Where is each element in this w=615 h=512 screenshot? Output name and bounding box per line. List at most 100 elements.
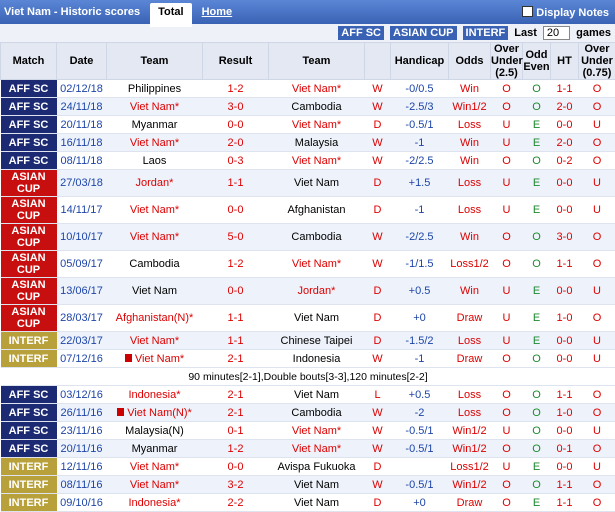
cell: +0.5 <box>391 386 449 404</box>
cell: +0 <box>391 305 449 332</box>
title-bar: Viet Nam - Historic scores Total Home Di… <box>0 0 615 24</box>
filter[interactable]: ASIAN CUP <box>390 26 457 40</box>
cell: AFF SC <box>1 116 57 134</box>
display-notes[interactable]: Display Notes <box>522 6 609 19</box>
cell: 0-0 <box>551 170 579 197</box>
filter[interactable]: AFF SC <box>338 26 384 40</box>
cell: W <box>365 224 391 251</box>
cell: -2/2.5 <box>391 152 449 170</box>
column-header: Handicap <box>391 43 449 80</box>
cell: Avispa Fukuoka <box>269 458 365 476</box>
cell: -0.5/1 <box>391 116 449 134</box>
cell: -0/0.5 <box>391 80 449 98</box>
cell: E <box>523 332 551 350</box>
cell: O <box>523 98 551 116</box>
cell: 0-0 <box>203 197 269 224</box>
cell: Viet Nam* <box>107 458 203 476</box>
column-header: Over Under (2.5) <box>491 43 523 80</box>
column-header: Over Under (0.75) <box>579 43 615 80</box>
cell: O <box>579 476 615 494</box>
cell: O <box>523 404 551 422</box>
cell: D <box>365 170 391 197</box>
cell: Draw <box>449 350 491 368</box>
cell: 0-2 <box>551 152 579 170</box>
cell: U <box>579 197 615 224</box>
cell: 1-2 <box>203 251 269 278</box>
cell: -2 <box>391 404 449 422</box>
cell: E <box>523 170 551 197</box>
cell: INTERF <box>1 476 57 494</box>
cell: 10/10/17 <box>57 224 107 251</box>
cell: 08/11/18 <box>57 152 107 170</box>
cell: AFF SC <box>1 152 57 170</box>
cell: O <box>491 251 523 278</box>
cell: O <box>491 152 523 170</box>
cell: U <box>491 305 523 332</box>
cell: 3-0 <box>203 98 269 116</box>
cell: AFF SC <box>1 404 57 422</box>
tab[interactable]: Total <box>150 3 191 27</box>
display-notes-label: Display Notes <box>536 7 609 19</box>
cell: Loss <box>449 404 491 422</box>
tab[interactable]: Home <box>194 3 241 21</box>
cell: E <box>523 116 551 134</box>
cell: -2/2.5 <box>391 224 449 251</box>
cell: 14/11/17 <box>57 197 107 224</box>
cell: AFF SC <box>1 422 57 440</box>
cell: Win1/2 <box>449 476 491 494</box>
cell: Viet Nam <box>107 278 203 305</box>
cell: AFF SC <box>1 440 57 458</box>
cell: O <box>491 224 523 251</box>
cell: U <box>491 278 523 305</box>
cell: W <box>365 98 391 116</box>
cell: -0.5/1 <box>391 440 449 458</box>
cell: U <box>579 170 615 197</box>
cell: +1.5 <box>391 170 449 197</box>
last-select[interactable]: 20 <box>543 26 570 40</box>
cell: D <box>365 278 391 305</box>
cell: Viet Nam* <box>269 116 365 134</box>
cell: E <box>523 278 551 305</box>
cell: Indonesia* <box>107 494 203 512</box>
filter[interactable]: INTERF <box>463 26 509 40</box>
cell: Draw <box>449 305 491 332</box>
cell: U <box>579 116 615 134</box>
column-header: Date <box>57 43 107 80</box>
cell: O <box>579 494 615 512</box>
cell: W <box>365 404 391 422</box>
cell: 3-2 <box>203 476 269 494</box>
cell: 12/11/16 <box>57 458 107 476</box>
cell: O <box>579 98 615 116</box>
cell: Afghanistan(N)* <box>107 305 203 332</box>
cell: U <box>491 134 523 152</box>
cell: 0-3 <box>203 152 269 170</box>
cell: O <box>491 98 523 116</box>
cell: O <box>523 224 551 251</box>
cell: Viet Nam* <box>107 224 203 251</box>
cell: +0.5 <box>391 278 449 305</box>
cell: O <box>523 386 551 404</box>
cell: -0.5/1 <box>391 422 449 440</box>
cell: 1-2 <box>203 440 269 458</box>
cell: ASIAN CUP <box>1 197 57 224</box>
cell: Malaysia(N) <box>107 422 203 440</box>
cell: W <box>365 80 391 98</box>
cell: O <box>579 305 615 332</box>
cell: O <box>491 386 523 404</box>
cell: Win <box>449 152 491 170</box>
cell: Viet Nam* <box>107 98 203 116</box>
cell: U <box>579 332 615 350</box>
cell: Afghanistan <box>269 197 365 224</box>
cell: 0-0 <box>551 197 579 224</box>
